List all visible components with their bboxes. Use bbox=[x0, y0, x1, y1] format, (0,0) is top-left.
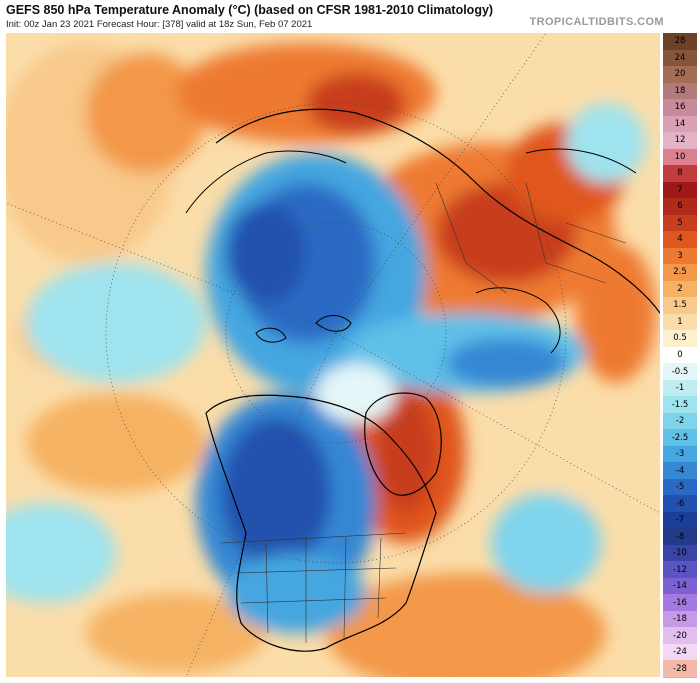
colorbar-tick-label: 24 bbox=[674, 52, 686, 63]
colorbar-tick-label: -5 bbox=[675, 482, 685, 493]
temperature-anomaly-map bbox=[6, 33, 660, 677]
colorbar-tick-label: -20 bbox=[673, 630, 687, 641]
colorbar-tick-label: -1.5 bbox=[671, 399, 689, 410]
colorbar-tick-label: 8 bbox=[677, 168, 683, 179]
colorbar-tick-label: 12 bbox=[674, 135, 686, 146]
colorbar-tick-label: 7 bbox=[677, 184, 683, 195]
colorbar-tick-label: -6 bbox=[675, 498, 685, 509]
colorbar-tick-label: 0.5 bbox=[673, 333, 687, 344]
colorbar-tick-label: 2.5 bbox=[673, 267, 687, 278]
colorbar-tick-label: 5 bbox=[677, 217, 683, 228]
colorbar-tick-label: -14 bbox=[673, 581, 687, 592]
colorbar-tick-label: 6 bbox=[677, 201, 683, 212]
colorbar-tick-label: 2 bbox=[677, 283, 683, 294]
colorbar-tick-label: -16 bbox=[673, 597, 687, 608]
colorbar-tick-label: 14 bbox=[674, 118, 686, 129]
colorbar-tick-label: -18 bbox=[673, 614, 687, 625]
colorbar-tick-label: -12 bbox=[673, 564, 687, 575]
colorbar-tick-label: 20 bbox=[674, 69, 686, 80]
colorbar-tick-label: -8 bbox=[675, 531, 685, 542]
colorbar-tick-label: 1.5 bbox=[673, 300, 687, 311]
colorbar-legend: 28 24 20 18 16 14 12 10 8 7 6 5 4 3 2.5 2 1.5 1 0.5 0 -0.5 -1… bbox=[663, 33, 697, 678]
site-brand[interactable]: TROPICALTIDBITS.COM bbox=[529, 16, 664, 28]
colorbar-tick-label: 4 bbox=[677, 234, 683, 245]
colorbar-tick-label: -3 bbox=[675, 449, 685, 460]
map-canvas bbox=[6, 33, 660, 677]
map-subtitle: Init: 00z Jan 23 2021 Forecast Hour: [37… bbox=[6, 19, 313, 30]
colorbar-tick-label: -24 bbox=[673, 647, 687, 658]
colorbar-tick-label: -2.5 bbox=[671, 432, 689, 443]
colorbar-tick-label: -10 bbox=[673, 548, 687, 559]
colorbar-swatch bbox=[663, 660, 697, 678]
map-title: GEFS 850 hPa Temperature Anomaly (°C) (b… bbox=[6, 3, 494, 17]
colorbar-tick-label: -4 bbox=[675, 465, 685, 476]
coastlines bbox=[185, 108, 660, 652]
colorbar-tick-label: 1 bbox=[677, 316, 683, 327]
colorbar-tick-label: 18 bbox=[674, 85, 686, 96]
colorbar-tick-label: -0.5 bbox=[671, 366, 689, 377]
colorbar-tick-label: 16 bbox=[674, 102, 686, 113]
colorbar-tick-label: 10 bbox=[674, 151, 686, 162]
colorbar-tick-label: -28 bbox=[673, 663, 687, 674]
colorbar-tick-label: -1 bbox=[675, 383, 685, 394]
colorbar-tick-label: 3 bbox=[677, 250, 683, 261]
colorbar-tick-label: 0 bbox=[677, 350, 683, 360]
colorbar-tick-label: -7 bbox=[675, 515, 685, 526]
colorbar-tick-label: 28 bbox=[674, 36, 686, 47]
graticule bbox=[6, 33, 660, 677]
political-borders bbox=[220, 182, 627, 643]
colorbar-tick-label: -2 bbox=[675, 416, 685, 427]
